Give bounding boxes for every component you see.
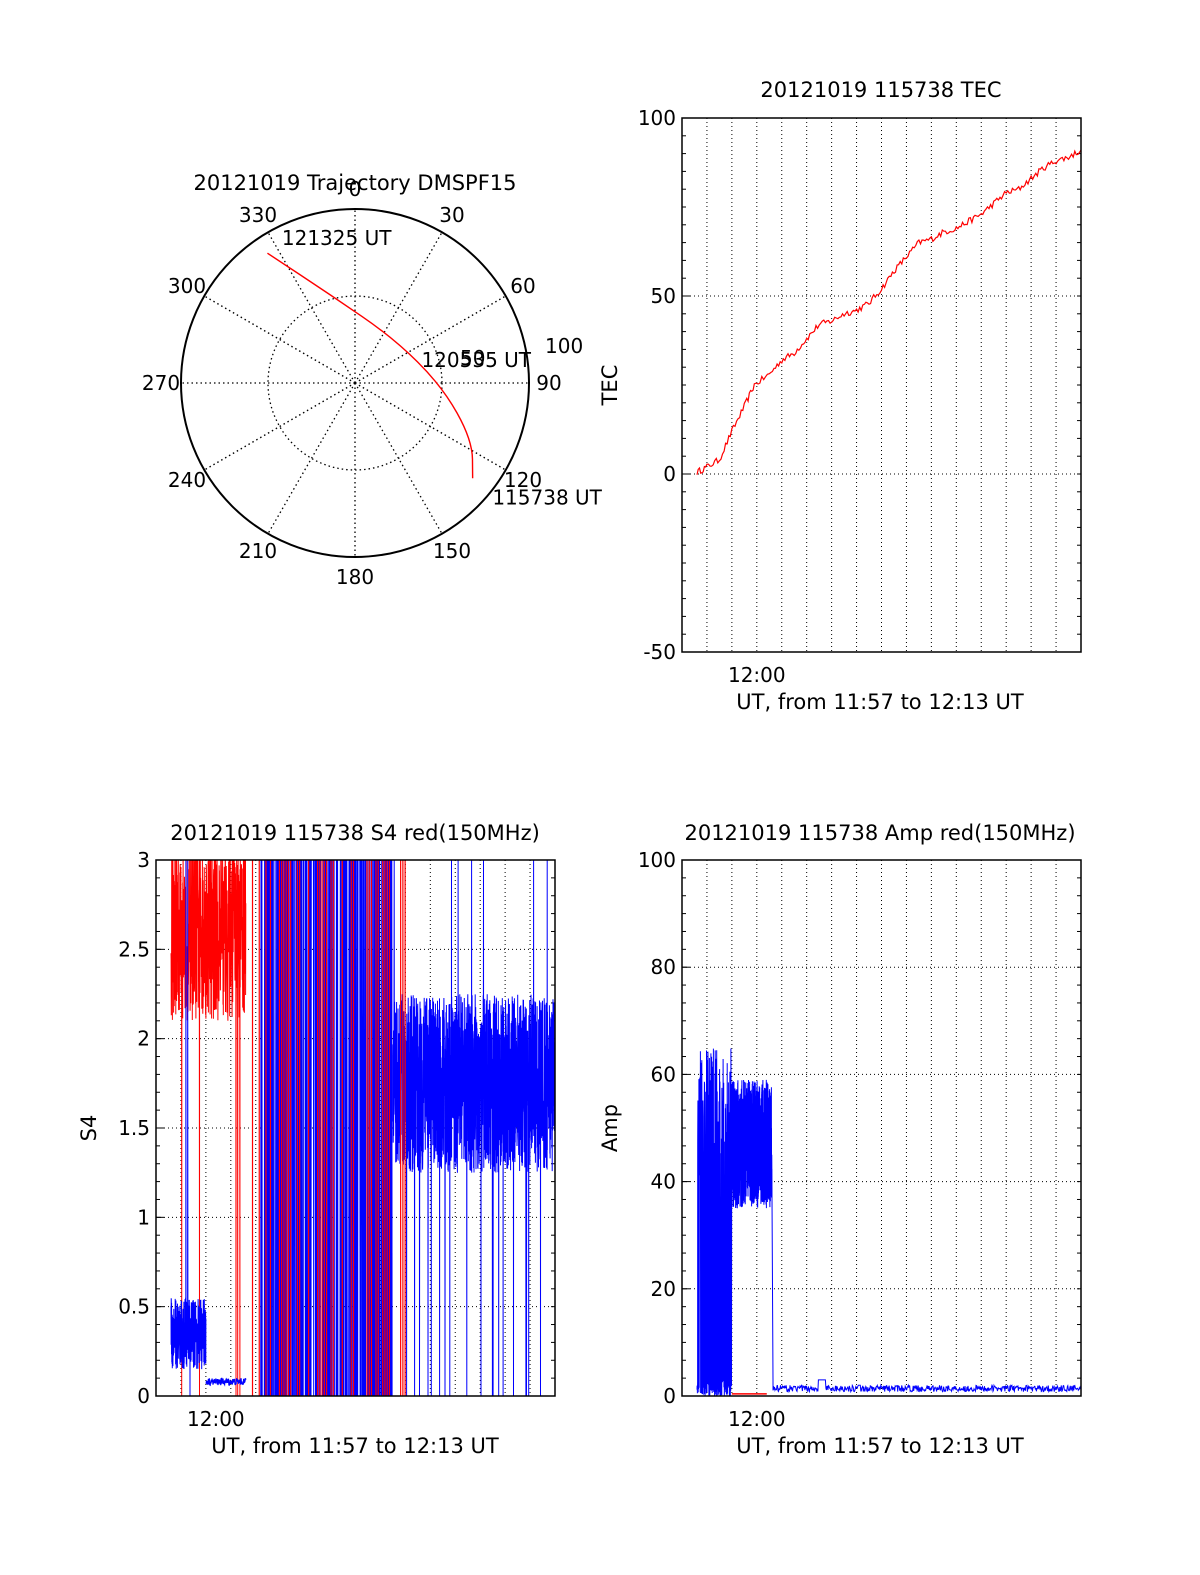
y-tick-label: 3 xyxy=(137,848,150,872)
y-tick-label: 20 xyxy=(651,1277,676,1301)
polar-spoke xyxy=(354,295,507,384)
series-group xyxy=(696,1048,1081,1396)
y-tick-label: 1 xyxy=(137,1205,150,1229)
x-tick-label: 12:00 xyxy=(728,663,786,687)
s4-blue-series-tail xyxy=(392,860,555,1396)
y-tick-label: 50 xyxy=(651,284,676,308)
plot-frame xyxy=(681,117,1082,653)
y-tick-label: 2.5 xyxy=(118,937,150,961)
polar-panel: 20121019 Trajectory DMSPF15 121325 UT 120… xyxy=(142,171,603,589)
y-tick-label: 0 xyxy=(663,1384,676,1408)
tec-ylabel: TEC xyxy=(598,365,622,407)
tec-panel: 20121019 115738 TEC TEC UT, from 11:57 t… xyxy=(598,78,1082,714)
y-tick-label: 100 xyxy=(638,848,676,872)
polar-track: 121325 UT 120535 UT 115738 UT xyxy=(267,226,603,510)
y-tick-label: 2 xyxy=(137,1027,150,1051)
polar-angle-label: 180 xyxy=(336,565,374,589)
polar-angle-label: 120 xyxy=(504,468,542,492)
s4-blue-series-low xyxy=(205,1377,247,1387)
s4-ylabel: S4 xyxy=(77,1115,101,1142)
polar-outer-ring xyxy=(180,208,530,558)
polar-angle-label: 330 xyxy=(239,203,277,227)
polar-track-line xyxy=(267,252,474,479)
polar-grid xyxy=(180,208,530,558)
y-tick-label: 0 xyxy=(663,462,676,486)
polar-angle-label: 60 xyxy=(510,274,535,298)
series-group xyxy=(696,149,1081,475)
polar-labels: 0 30 60 90 120 150 180 210 240 270 300 330 100 50 xyxy=(142,177,583,589)
amp-plot: 0 20 40 60 80 100 12:00 xyxy=(638,848,1082,1431)
polar-spoke xyxy=(354,231,443,384)
polar-angle-label: 210 xyxy=(239,539,277,563)
s4-panel: 20121019 115738 S4 red(150MHz) S4 UT, fr… xyxy=(77,821,556,1458)
amp-blue-series-dense xyxy=(696,1048,733,1396)
plot-frame xyxy=(681,859,1082,1397)
polar-angle-label: 30 xyxy=(439,203,464,227)
y-tick-label: -50 xyxy=(643,640,676,664)
polar-spoke xyxy=(203,295,356,384)
polar-spoke xyxy=(203,382,356,471)
polar-annotation: 120535 UT xyxy=(421,348,531,372)
polar-spoke xyxy=(267,382,356,535)
polar-angle-label: 270 xyxy=(142,371,180,395)
polar-spoke xyxy=(267,231,356,384)
s4-plot: 0 0.5 1 1.5 2 2.5 3 12:00 xyxy=(118,848,556,1431)
series-group xyxy=(170,860,555,1396)
polar-annotation: 115738 UT xyxy=(492,486,602,510)
tec-title: 20121019 115738 TEC xyxy=(760,78,1001,102)
polar-title: 20121019 Trajectory DMSPF15 xyxy=(193,171,516,195)
amp-xlabel: UT, from 11:57 to 12:13 UT xyxy=(736,1434,1024,1458)
polar-spoke xyxy=(354,382,507,471)
polar-radius-label: 100 xyxy=(545,334,583,358)
amp-panel: 20121019 115738 Amp red(150MHz) Amp UT, … xyxy=(598,821,1082,1458)
polar-angle-label: 300 xyxy=(168,274,206,298)
y-tick-label: 80 xyxy=(651,955,676,979)
y-tick-label: 60 xyxy=(651,1062,676,1086)
x-tick-label: 12:00 xyxy=(728,1407,786,1431)
polar-angle-label: 0 xyxy=(349,177,362,201)
y-tick-label: 0 xyxy=(137,1384,150,1408)
polar-angle-label: 150 xyxy=(433,539,471,563)
s4-blue-series-start xyxy=(170,860,207,1396)
polar-spoke xyxy=(354,382,443,535)
polar-inner-ring-label: 50 xyxy=(460,346,485,370)
amp-ylabel: Amp xyxy=(598,1104,622,1152)
y-tick-label: 1.5 xyxy=(118,1116,150,1140)
y-tick-label: 0.5 xyxy=(118,1295,150,1319)
x-tick-label: 12:00 xyxy=(187,1407,245,1431)
plot-frame xyxy=(155,859,556,1397)
s4-xlabel: UT, from 11:57 to 12:13 UT xyxy=(211,1434,499,1458)
s4-red-series xyxy=(170,860,247,1396)
s4-title: 20121019 115738 S4 red(150MHz) xyxy=(170,821,540,845)
tec-plot: -50 0 50 100 12:00 xyxy=(638,106,1082,687)
polar-angle-label: 240 xyxy=(168,468,206,492)
polar-angle-label: 90 xyxy=(536,371,561,395)
amp-title: 20121019 115738 Amp red(150MHz) xyxy=(684,821,1075,845)
y-tick-label: 40 xyxy=(651,1170,676,1194)
y-tick-label: 100 xyxy=(638,106,676,130)
amp-blue-series-tail xyxy=(771,1154,1081,1394)
tec-series-line xyxy=(696,149,1081,475)
amp-blue-series-mid xyxy=(731,1079,773,1209)
tec-xlabel: UT, from 11:57 to 12:13 UT xyxy=(736,690,1024,714)
polar-annotation: 121325 UT xyxy=(282,226,392,250)
